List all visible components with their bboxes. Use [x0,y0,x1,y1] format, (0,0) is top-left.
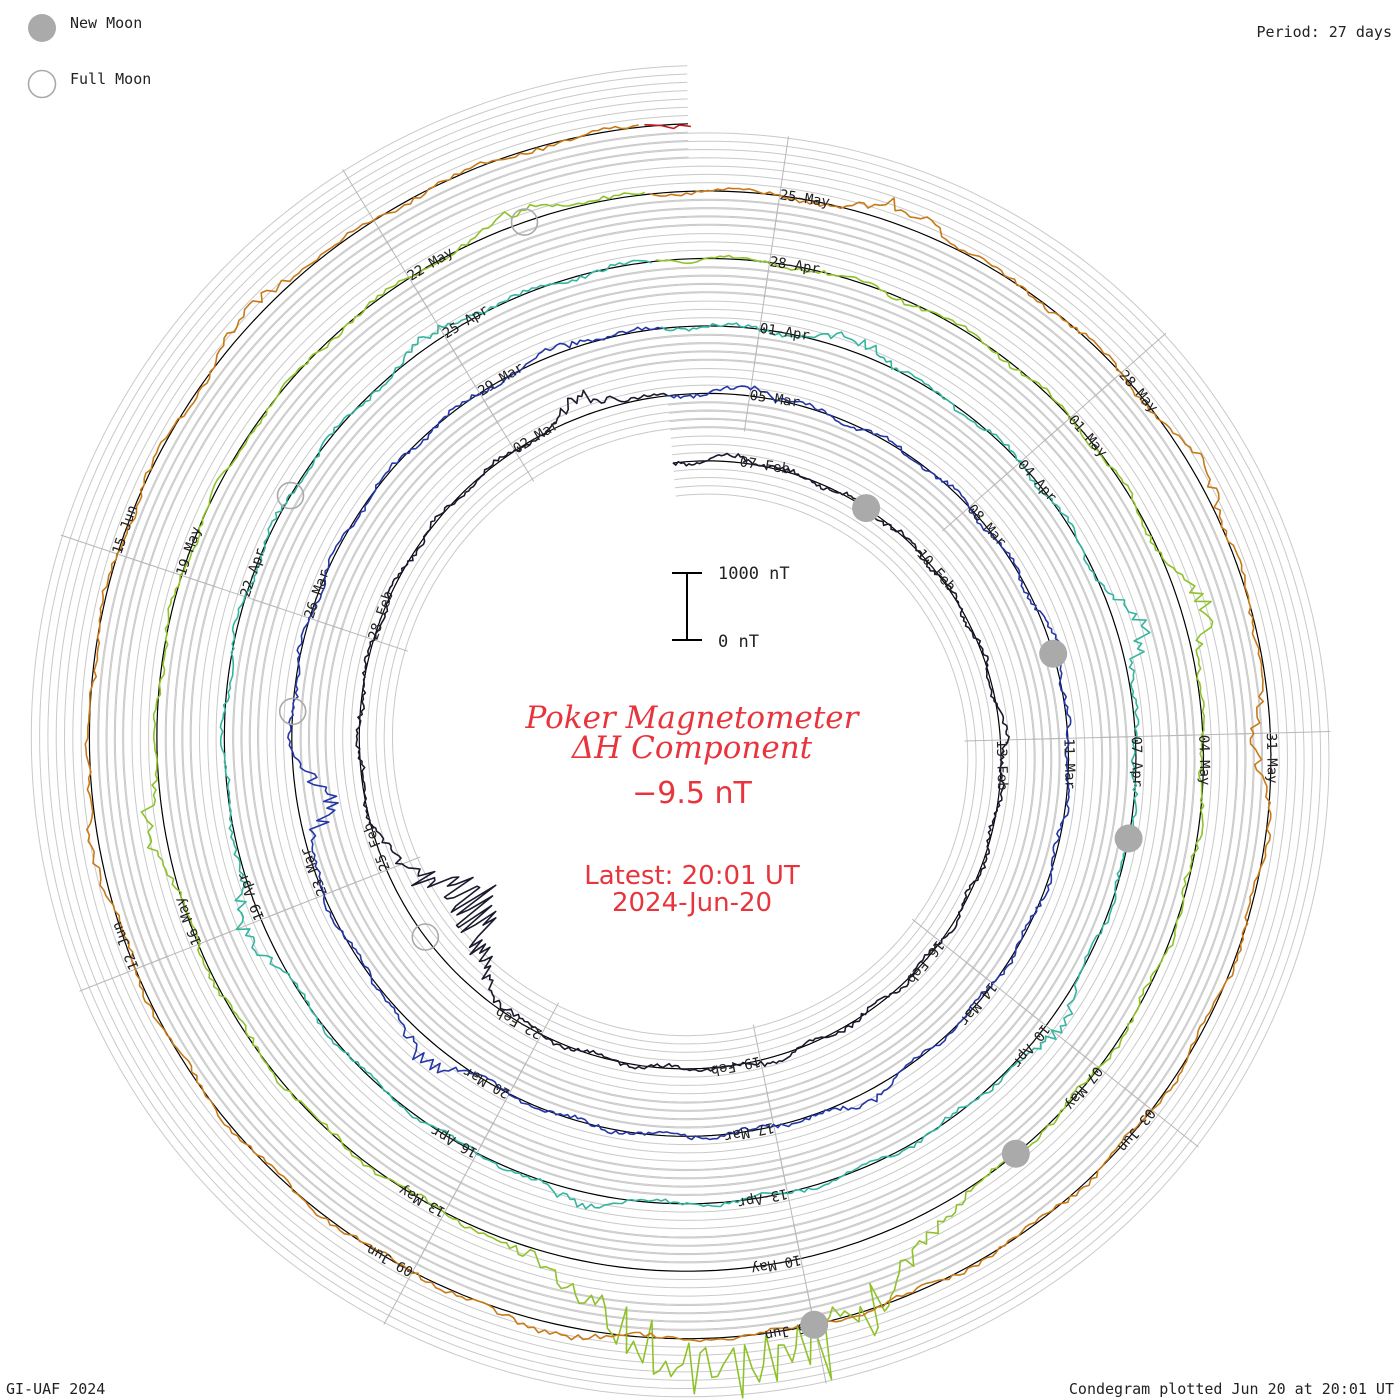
date-label: 28-Apr [768,254,820,277]
full-moon-marker [510,208,539,236]
latest-time: Latest: 20:01 UT [584,861,800,891]
series-line-rotation-1 [355,389,1010,1072]
series-line-rotation-2 [287,326,1072,1141]
radial-gridline [1123,1086,1199,1148]
grid-spiral [97,131,1264,1331]
date-label: 07-Apr [1128,736,1145,787]
date-label: 11-Mar [1060,738,1077,789]
scale-top-label: 1000 nT [718,564,790,584]
date-label: 01-May [1065,412,1110,460]
grid-spiral [72,106,1289,1356]
grid-spiral [30,65,1330,1398]
new-moon-marker [852,494,881,523]
grid-spiral [47,81,1313,1381]
credit-label: GI-UAF 2024 [6,1380,105,1398]
date-label: 25-May [778,187,830,210]
date-label: 07-May [1061,1063,1105,1113]
series-line-rotation-4 [140,191,1214,1399]
grid-spiral [39,73,1322,1389]
new-moon-marker [1001,1139,1030,1168]
date-label: 31-May [1263,733,1280,784]
full-moon-marker [411,923,440,951]
series-line-rotation-5 [84,124,1272,1343]
latest-value: −9.5 nT [632,776,752,811]
grid-spiral [55,90,1305,1373]
date-label: 14-Mar [956,979,1000,1029]
radial-gridline [60,534,152,566]
date-label: 10-Feb [913,546,958,594]
chart-title: Poker Magnetometer [525,700,861,736]
radial-gridline [383,1239,431,1325]
full-moon-legend-icon [27,69,57,99]
full-moon-marker [278,697,307,726]
new-moon-legend-label: New Moon [70,14,142,32]
date-label: 01-Apr [758,321,810,344]
radial-gridline [342,169,394,252]
chart-subtitle: ΔH Component [571,730,813,766]
grid-spiral [80,115,1280,1348]
date-label: 16-Feb [903,937,947,987]
series-line-rotation-3 [219,259,1151,1210]
new-moon-marker [1114,824,1143,853]
grid-spiral [63,98,1297,1365]
date-label: 04-Apr [1014,457,1059,505]
radial-gridline [1234,731,1331,735]
date-label: 13-Feb [993,740,1010,791]
new-moon-marker [800,1310,829,1339]
plotted-label: Condegram plotted Jun 20 at 20:01 UT [1069,1380,1394,1398]
date-label: 03-Jun [1114,1105,1158,1155]
grid-spiral [122,156,1239,1306]
date-label: 10-Apr [1009,1021,1053,1071]
period-label: Period: 27 days [1257,23,1392,41]
grid-spiral [105,139,1255,1323]
radial-gridline [1093,332,1167,398]
date-label: 04-May [1195,735,1212,786]
moon-marker-layer [276,208,1143,1339]
legend: New Moon Full Moon [27,14,151,99]
radial-gridline [773,136,789,232]
date-label: 28-May [1115,367,1160,415]
new-moon-legend-icon [28,14,56,42]
scale-bar: 1000 nT 0 nT [672,564,790,652]
date-label: 07-Feb [739,454,791,477]
date-label: 05-Mar [749,388,801,411]
scale-bottom-label: 0 nT [718,632,759,652]
series-layer [84,124,1272,1399]
new-moon-marker [1039,639,1068,668]
date-label: 28-Feb [366,589,397,642]
radial-gridline [79,955,170,992]
grid-spiral [113,148,1247,1315]
latest-date: 2024-Jun-20 [612,888,772,918]
full-moon-marker [276,481,305,510]
series-line-rotation-6 [644,124,692,130]
full-moon-legend-label: Full Moon [70,70,151,88]
